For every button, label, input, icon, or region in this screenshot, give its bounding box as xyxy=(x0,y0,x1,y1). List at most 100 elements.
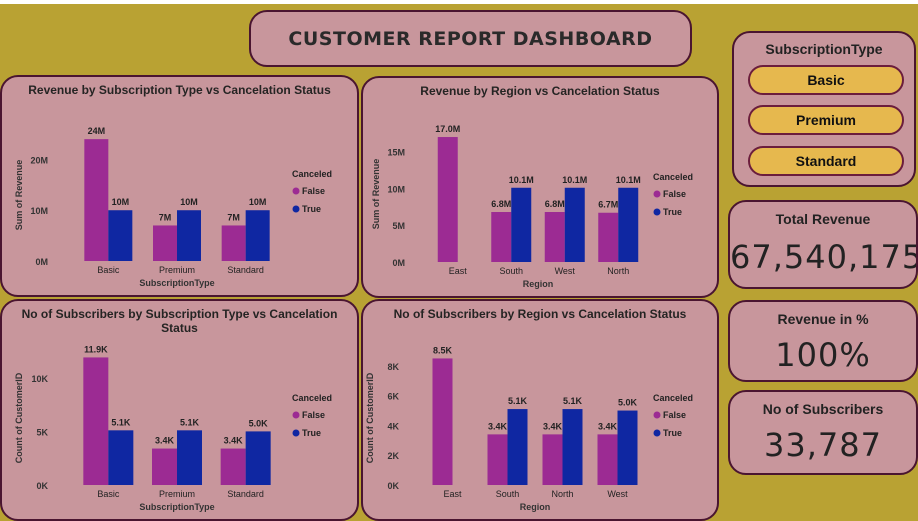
x-tick-label: Standard xyxy=(227,489,264,499)
data-label: 10M xyxy=(249,197,267,207)
data-label: 10.1M xyxy=(509,175,534,185)
data-label: 3.4K xyxy=(224,436,244,446)
legend-marker-true xyxy=(653,429,661,437)
legend-marker-true xyxy=(292,205,300,213)
data-label: 5.1K xyxy=(111,417,131,427)
legend-label-false: False xyxy=(663,189,686,199)
bar-true xyxy=(564,187,585,262)
legend-marker-true xyxy=(653,208,661,216)
x-axis-label: SubscriptionType xyxy=(139,278,214,288)
y-tick-label: 15M xyxy=(387,148,405,158)
chart-title: No of Subscribers by Subscription Type v… xyxy=(21,307,338,335)
kpi-label: Revenue in % xyxy=(777,311,869,327)
kpi-label: Total Revenue xyxy=(775,211,871,227)
data-label: 3.4K xyxy=(488,421,508,431)
kpi-value: 100% xyxy=(775,336,871,374)
bar-true xyxy=(618,187,639,262)
y-axis-label: Count of CustomerID xyxy=(365,372,375,463)
chart-title: Revenue by Region vs Cancelation Status xyxy=(420,84,660,98)
y-tick-label: 2K xyxy=(387,451,399,461)
legend-label-true: True xyxy=(663,428,682,438)
y-tick-label: 20M xyxy=(30,155,48,165)
x-axis-label: Region xyxy=(520,502,551,512)
kpi-subscribers: No of Subscribers 33,787 xyxy=(728,390,918,475)
bar-false xyxy=(544,212,565,262)
y-tick-label: 10K xyxy=(31,374,48,384)
bar-false xyxy=(221,225,246,261)
bar-false xyxy=(220,448,246,485)
kpi-label: No of Subscribers xyxy=(762,401,884,417)
legend-marker-false xyxy=(292,187,300,195)
legend-title: Canceled xyxy=(653,172,693,182)
data-label: 8.5K xyxy=(433,345,453,355)
bar-false xyxy=(84,139,109,261)
kpi-value: 67,540,175 xyxy=(730,238,918,276)
slicer-option-basic[interactable]: Basic xyxy=(748,65,904,95)
legend-title: Canceled xyxy=(653,393,693,403)
chart-title: No of Subscribers by Region vs Cancelati… xyxy=(393,307,687,321)
top-edge-strip xyxy=(0,0,918,4)
chart-svg: 0M 5M 10M 15M Sum of Revenue 17.0M East 6.8M 10.… xyxy=(371,124,693,289)
legend-label-true: True xyxy=(663,207,682,217)
bar-false xyxy=(487,434,508,485)
bar-false xyxy=(153,225,177,261)
y-tick-label: 10M xyxy=(30,206,48,216)
legend-marker-false xyxy=(292,411,300,419)
x-tick-label: Basic xyxy=(97,265,120,275)
data-label: 5.0K xyxy=(249,418,269,428)
bar-false xyxy=(437,137,458,262)
chart-svg: 0M 10M 20M Sum of Revenue 24M 10M Basic 7M 10M Pr… xyxy=(14,126,332,288)
x-tick-label: South xyxy=(499,266,523,276)
chart-svg: 0K 5K 10K Count of CustomerID 11.9K 5.1K Basic… xyxy=(14,344,332,512)
data-label: 10.1M xyxy=(616,175,641,185)
x-tick-label: West xyxy=(607,489,628,499)
legend-label-true: True xyxy=(302,428,321,438)
legend-label-false: False xyxy=(302,410,325,420)
data-label: 3.4K xyxy=(543,421,563,431)
y-tick-label: 0K xyxy=(36,481,48,491)
data-label: 5.0K xyxy=(618,398,638,408)
y-tick-label: 10M xyxy=(387,184,405,194)
bar-true xyxy=(507,409,528,485)
legend-label-false: False xyxy=(302,186,325,196)
data-label: 17.0M xyxy=(435,124,460,134)
x-tick-label: Basic xyxy=(97,489,120,499)
bar-true xyxy=(177,430,202,485)
x-tick-label: South xyxy=(496,489,520,499)
legend-title: Canceled xyxy=(292,393,332,403)
bar-false xyxy=(152,448,177,485)
data-label: 24M xyxy=(88,126,106,136)
bar-false xyxy=(542,434,563,485)
y-tick-label: 6K xyxy=(387,392,399,402)
x-axis-label: SubscriptionType xyxy=(139,502,214,512)
bar-true xyxy=(108,210,133,261)
x-axis-label: Region xyxy=(523,279,554,289)
bar-true xyxy=(511,187,532,262)
slicer-option-premium[interactable]: Premium xyxy=(748,105,904,135)
legend-label-true: True xyxy=(302,204,321,214)
data-label: 11.9K xyxy=(84,344,108,354)
kpi-total-revenue: Total Revenue 67,540,175 xyxy=(728,200,918,289)
data-label: 7M xyxy=(159,212,172,222)
slicer-option-standard[interactable]: Standard xyxy=(748,146,904,176)
bar-true xyxy=(562,409,583,485)
y-tick-label: 0M xyxy=(392,258,405,268)
y-tick-label: 0M xyxy=(35,257,48,267)
x-tick-label: East xyxy=(443,489,462,499)
y-tick-label: 0K xyxy=(387,481,399,491)
x-tick-label: North xyxy=(551,489,573,499)
bar-false xyxy=(432,358,453,485)
chart-title: Revenue by Subscription Type vs Cancelat… xyxy=(28,83,331,97)
bar-false xyxy=(597,434,618,485)
chart-revenue-by-region: Revenue by Region vs Cancelation Status … xyxy=(361,76,719,298)
legend-marker-false xyxy=(653,190,661,198)
x-tick-label: West xyxy=(555,266,576,276)
bar-true xyxy=(108,430,134,485)
bar-true xyxy=(177,210,201,261)
kpi-value: 33,787 xyxy=(764,426,882,464)
data-label: 5.1K xyxy=(180,417,200,427)
data-label: 3.4K xyxy=(155,436,175,446)
data-label: 3.4K xyxy=(598,421,618,431)
bar-true xyxy=(617,410,638,485)
y-axis-label: Sum of Revenue xyxy=(14,160,24,231)
